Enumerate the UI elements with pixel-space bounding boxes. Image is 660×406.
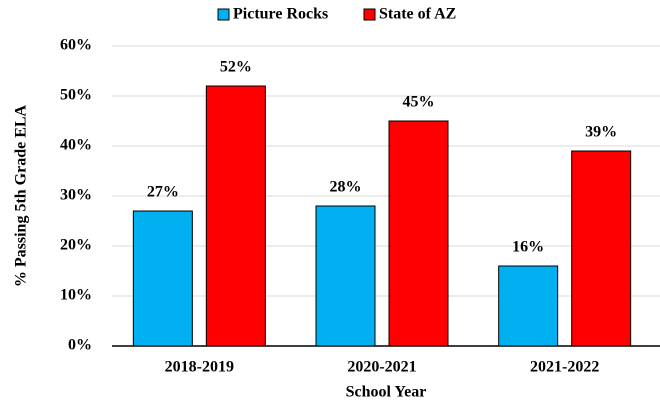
y-tick-label: 10% <box>60 287 92 304</box>
x-tick-label: 2018-2019 <box>165 359 234 376</box>
y-tick-label: 50% <box>60 87 92 104</box>
data-label: 45% <box>403 94 435 111</box>
y-tick-label: 30% <box>60 187 92 204</box>
y-tick-label: 20% <box>60 237 92 254</box>
y-tick-label: 0% <box>68 337 92 354</box>
bar <box>388 120 449 347</box>
data-label: 16% <box>512 239 544 256</box>
data-label: 27% <box>147 184 179 201</box>
y-axis-title: % Passing 5th Grade ELA <box>13 104 30 287</box>
legend-label: State of AZ <box>379 6 456 23</box>
y-tick-label: 60% <box>60 37 92 54</box>
x-axis-title: School Year <box>346 384 427 401</box>
bar <box>571 150 632 347</box>
legend-swatch <box>363 8 376 21</box>
data-label: 39% <box>585 124 617 141</box>
x-tick-label: 2020-2021 <box>347 359 416 376</box>
legend-swatch <box>217 8 230 21</box>
bar <box>315 205 376 347</box>
legend-label: Picture Rocks <box>233 6 328 23</box>
bar <box>132 210 193 347</box>
bar <box>205 85 266 347</box>
data-label: 28% <box>330 179 362 196</box>
y-tick-label: 40% <box>60 137 92 154</box>
bar <box>498 265 559 347</box>
data-label: 52% <box>220 59 252 76</box>
x-tick-label: 2021-2022 <box>530 359 599 376</box>
